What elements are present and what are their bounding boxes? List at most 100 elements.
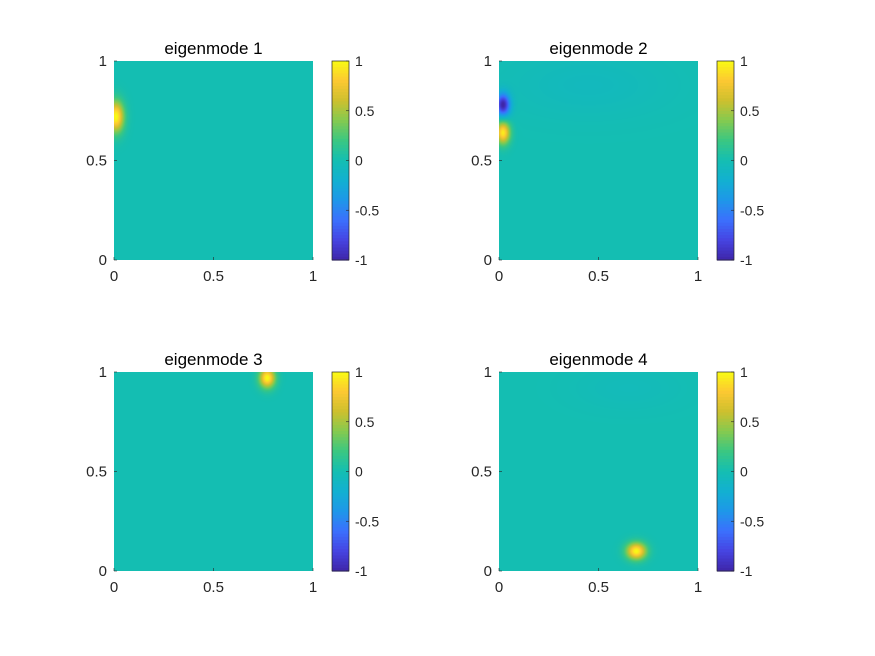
colorbar-segment bbox=[717, 487, 734, 491]
colorbar-segment bbox=[717, 424, 734, 429]
colorbar-segment bbox=[332, 409, 349, 414]
colorbar-segment bbox=[332, 107, 349, 112]
colorbar-segment bbox=[332, 527, 349, 532]
colorbar-segment bbox=[332, 253, 349, 258]
colorbar-segment bbox=[332, 113, 349, 118]
colorbar-segment bbox=[332, 172, 349, 177]
colorbar-segment bbox=[717, 210, 734, 214]
colorbar-segment bbox=[332, 61, 349, 65]
colorbar-segment bbox=[332, 104, 349, 109]
colorbar-segment bbox=[332, 222, 349, 227]
colorbar-segment bbox=[717, 465, 734, 469]
colorbar-segment bbox=[717, 79, 734, 84]
y-tick-label: 0.5 bbox=[86, 464, 107, 481]
colorbar-segment bbox=[332, 123, 349, 127]
colorbar-tick-label: 0.5 bbox=[355, 103, 375, 119]
colorbar-segment bbox=[332, 518, 349, 522]
colorbar-segment bbox=[332, 238, 349, 242]
colorbar-segment bbox=[332, 135, 349, 140]
colorbar-segment bbox=[717, 126, 734, 131]
colorbar-segment bbox=[717, 160, 734, 165]
colorbar-segment bbox=[332, 76, 349, 81]
colorbar-segment bbox=[717, 555, 734, 560]
x-tick-label: 0 bbox=[495, 268, 503, 285]
colorbar: -1 -0.5 0 0.5 1 bbox=[331, 53, 379, 268]
colorbar-segment bbox=[717, 518, 734, 522]
colorbar-segment bbox=[717, 98, 734, 103]
colorbar-segment bbox=[717, 191, 734, 196]
colorbar-segment bbox=[717, 527, 734, 532]
colorbar-segment bbox=[717, 437, 734, 442]
x-tick-label: 1 bbox=[309, 268, 317, 285]
colorbar-segment bbox=[332, 427, 349, 432]
colorbar-segment bbox=[717, 85, 734, 90]
colorbar-segment bbox=[332, 219, 349, 224]
colorbar-segment bbox=[332, 459, 349, 463]
colorbar-segment bbox=[717, 415, 734, 420]
x-tick-label: 0.5 bbox=[203, 579, 224, 596]
colorbar-tick-label: -0.5 bbox=[740, 202, 764, 218]
y-tick-label: 0.5 bbox=[471, 464, 492, 481]
colorbar: -1 -0.5 0 0.5 1 bbox=[716, 53, 764, 268]
colorbar-segment bbox=[332, 390, 349, 395]
colorbar-segment bbox=[717, 468, 734, 473]
colorbar-segment bbox=[332, 421, 349, 426]
colorbar-segment bbox=[717, 477, 734, 482]
colorbar-segment bbox=[717, 219, 734, 224]
colorbar-segment bbox=[717, 179, 734, 183]
colorbar-segment bbox=[717, 446, 734, 451]
x-tick-label: 1 bbox=[694, 579, 702, 596]
colorbar-segment bbox=[717, 169, 734, 174]
y-tick-label: 1 bbox=[99, 53, 107, 70]
colorbar-segment bbox=[332, 487, 349, 491]
y-tick-label: 0 bbox=[99, 563, 107, 580]
colorbar-segment bbox=[332, 536, 349, 541]
colorbar-segment bbox=[332, 412, 349, 417]
colorbar-segment bbox=[332, 558, 349, 563]
colorbar-segment bbox=[717, 253, 734, 258]
colorbar-segment bbox=[332, 169, 349, 174]
colorbar-segment bbox=[332, 197, 349, 202]
colorbar-segment bbox=[717, 88, 734, 93]
colorbar-segment bbox=[717, 418, 734, 423]
colorbar: -1 -0.5 0 0.5 1 bbox=[331, 364, 379, 579]
colorbar-segment bbox=[717, 393, 734, 398]
colorbar-segment bbox=[717, 409, 734, 414]
colorbar-segment bbox=[717, 564, 734, 569]
colorbar-segment bbox=[332, 194, 349, 199]
colorbar-segment bbox=[332, 256, 349, 261]
colorbar-segment bbox=[332, 549, 349, 553]
colorbar-tick-label: 0.5 bbox=[355, 414, 375, 430]
colorbar-segment bbox=[332, 483, 349, 488]
heatmap-field bbox=[499, 372, 698, 571]
colorbar-segment bbox=[717, 207, 734, 211]
colorbar-segment bbox=[332, 132, 349, 137]
colorbar-segment bbox=[717, 480, 734, 485]
y-tick-label: 0 bbox=[99, 252, 107, 269]
colorbar-segment bbox=[332, 85, 349, 90]
colorbar-tick-label: 0.5 bbox=[740, 414, 760, 430]
heatmap-field bbox=[499, 61, 698, 260]
colorbar-segment bbox=[717, 511, 734, 516]
x-tick-label: 0 bbox=[110, 268, 118, 285]
colorbar-segment bbox=[717, 82, 734, 87]
colorbar-segment bbox=[717, 104, 734, 109]
colorbar-segment bbox=[332, 543, 349, 547]
colorbar-segment bbox=[717, 412, 734, 417]
colorbar-segment bbox=[332, 210, 349, 214]
colorbar-tick-label: -1 bbox=[740, 252, 753, 268]
colorbar-segment bbox=[717, 157, 734, 162]
colorbar-segment bbox=[332, 555, 349, 560]
colorbar-segment bbox=[717, 471, 734, 476]
colorbar-segment bbox=[717, 508, 734, 513]
colorbar-segment bbox=[332, 524, 349, 529]
colorbar-segment bbox=[332, 204, 349, 208]
colorbar-segment bbox=[332, 508, 349, 513]
colorbar-segment bbox=[332, 67, 349, 71]
colorbar-segment bbox=[332, 440, 349, 445]
colorbar-segment bbox=[717, 182, 734, 186]
colorbar-segment bbox=[717, 378, 734, 382]
colorbar-segment bbox=[332, 160, 349, 165]
colorbar-segment bbox=[717, 64, 734, 68]
